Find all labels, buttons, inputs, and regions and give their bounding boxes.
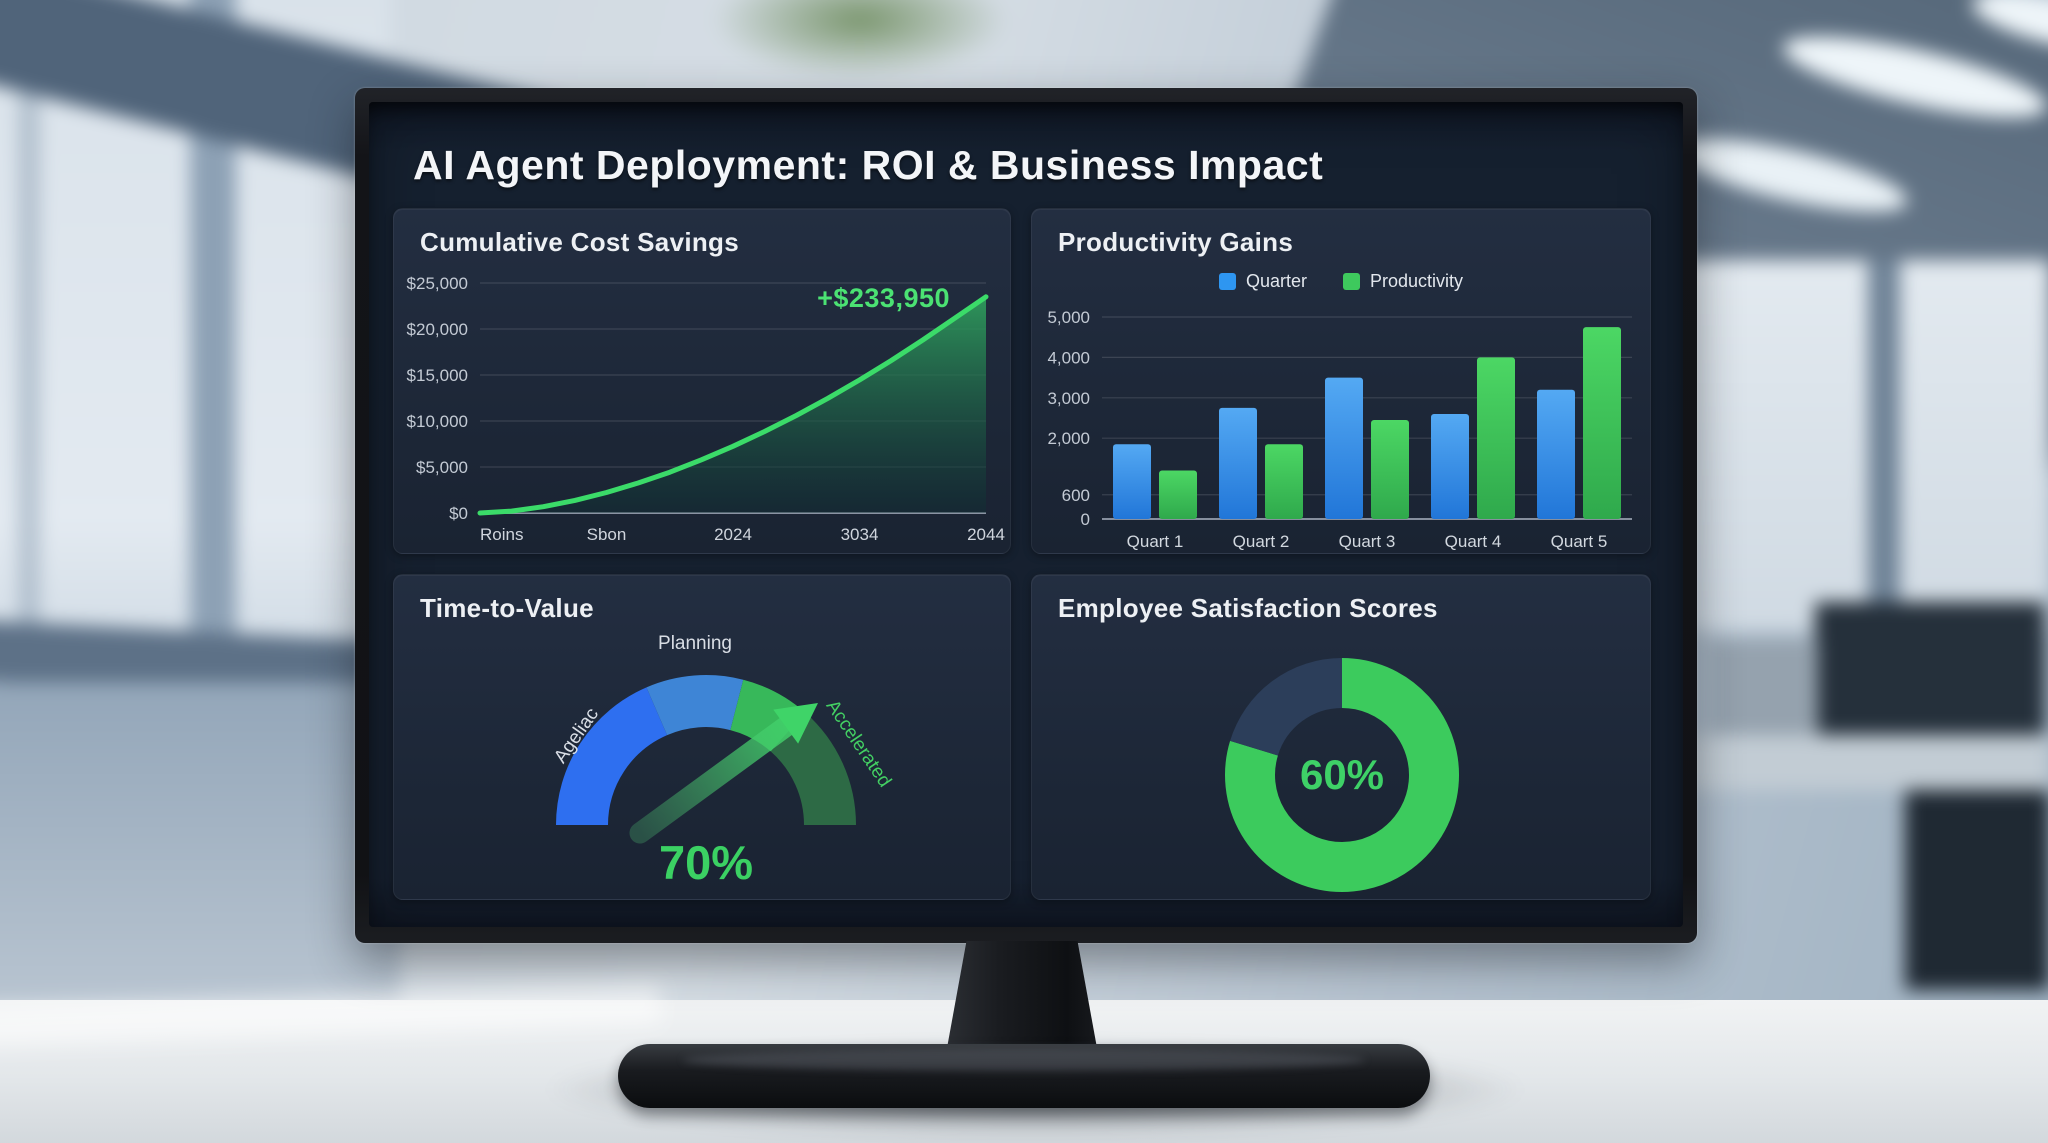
area-chart: $25,000 $20,000 $15,000 $10,000 $5,000 $0 Roin… xyxy=(407,274,1005,544)
svg-text:$20,000: $20,000 xyxy=(407,320,468,339)
panel-time-to-value: Time-to-Value Ageliac Planning Accelerat… xyxy=(393,574,1011,900)
gauge-label-top: Planning xyxy=(658,633,732,654)
monitor-stand-neck xyxy=(947,941,1097,1048)
panel-employee-satisfaction: Employee Satisfaction Scores 60% xyxy=(1031,574,1651,900)
panel-title: Employee Satisfaction Scores xyxy=(1058,593,1438,623)
right-window xyxy=(1670,260,2048,630)
donut-value: 60% xyxy=(1299,751,1385,798)
background-desk xyxy=(1670,735,2048,790)
svg-text:Roins: Roins xyxy=(480,525,523,544)
monitor-bezel: AI Agent Deployment: ROI & Business Impa… xyxy=(355,88,1697,943)
window-mullion xyxy=(18,0,40,670)
svg-text:$15,000: $15,000 xyxy=(407,366,468,385)
svg-text:Quart 2: Quart 2 xyxy=(1233,532,1290,551)
chart-legend: Quarter Productivity xyxy=(1032,271,1650,292)
monitor-screen: AI Agent Deployment: ROI & Business Impa… xyxy=(369,102,1683,927)
svg-text:2,000: 2,000 xyxy=(1047,429,1090,448)
monitor-stand-base xyxy=(618,1044,1430,1108)
panel-productivity-gains: Productivity Gains Quarter Productivity … xyxy=(1031,208,1651,554)
wall-below-sill xyxy=(0,682,400,1012)
legend-swatch-green xyxy=(1342,273,1360,290)
svg-text:4,000: 4,000 xyxy=(1047,348,1090,367)
gauge-value: 70% xyxy=(658,836,754,889)
panel-title: Time-to-Value xyxy=(420,593,594,623)
legend-swatch-blue xyxy=(1218,273,1236,290)
window-mullion xyxy=(1868,260,1900,630)
svg-text:$25,000: $25,000 xyxy=(407,274,468,293)
svg-text:Quart 1: Quart 1 xyxy=(1127,532,1184,551)
panel-title: Cumulative Cost Savings xyxy=(420,227,739,257)
panel-title: Productivity Gains xyxy=(1058,227,1294,257)
svg-text:2044: 2044 xyxy=(967,525,1005,544)
legend-item-productivity: Productivity xyxy=(1342,271,1464,292)
plant-blur xyxy=(710,0,1010,80)
legend-label: Quarter xyxy=(1245,271,1307,291)
svg-text:$5,000: $5,000 xyxy=(416,458,468,477)
savings-annotation: +$233,950 xyxy=(817,283,950,313)
gauge-chart xyxy=(556,675,856,844)
svg-text:$0: $0 xyxy=(449,504,468,523)
dashboard-title: AI Agent Deployment: ROI & Business Impa… xyxy=(413,142,1324,188)
donut-chart xyxy=(1225,658,1459,892)
office-furniture-blur xyxy=(1815,602,2045,737)
panel-cumulative-cost-savings: Cumulative Cost Savings $25,000 $20,000 $1… xyxy=(393,208,1011,554)
legend-item-quarter: Quarter xyxy=(1218,271,1307,292)
svg-text:600: 600 xyxy=(1062,486,1090,505)
svg-text:5,000: 5,000 xyxy=(1047,308,1090,327)
dashboard-grid: Cumulative Cost Savings $25,000 $20,000 $1… xyxy=(393,208,1651,900)
svg-text:Quart 5: Quart 5 xyxy=(1551,532,1608,551)
bar-chart: 5,000 4,000 3,000 2,000 600 0 Quart 1 Quart 2 Qu… xyxy=(1047,308,1632,551)
svg-text:3,000: 3,000 xyxy=(1047,389,1090,408)
svg-text:Sbon: Sbon xyxy=(587,525,627,544)
office-furniture-blur xyxy=(1710,640,1818,740)
svg-text:Quart 3: Quart 3 xyxy=(1339,532,1396,551)
svg-text:3034: 3034 xyxy=(841,525,879,544)
svg-text:2024: 2024 xyxy=(714,525,752,544)
svg-text:Quart 4: Quart 4 xyxy=(1445,532,1502,551)
svg-text:$10,000: $10,000 xyxy=(407,412,468,431)
office-furniture-blur xyxy=(1905,760,2048,990)
legend-label: Productivity xyxy=(1369,271,1464,291)
svg-text:0: 0 xyxy=(1081,510,1090,529)
